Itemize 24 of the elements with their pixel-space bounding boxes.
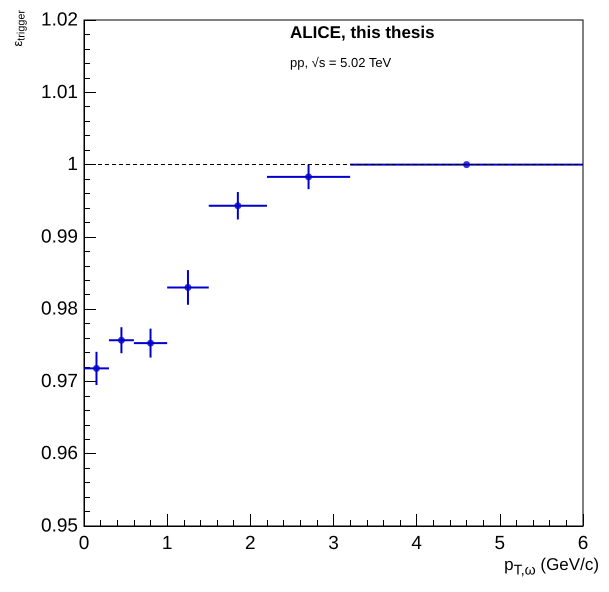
point bbox=[305, 173, 312, 180]
y-tick-label: 1.02 bbox=[41, 10, 78, 30]
annotation: pp, √s = 5.02 TeV bbox=[290, 55, 392, 70]
x-tick-label: 0 bbox=[78, 533, 90, 554]
x-tick-label: 5 bbox=[494, 533, 506, 554]
y-tick-label: 1.01 bbox=[41, 82, 78, 103]
x-tick-label: 2 bbox=[245, 533, 256, 554]
y-tick-label: 0.99 bbox=[41, 226, 78, 248]
point bbox=[92, 364, 100, 372]
point bbox=[184, 284, 192, 291]
y-tick-label: 0.96 bbox=[41, 443, 78, 464]
y-tick-label: 0.97 bbox=[41, 370, 78, 392]
y-tick-label: 0.98 bbox=[41, 298, 78, 320]
y-tick-label: 1 bbox=[67, 154, 78, 176]
point bbox=[234, 202, 242, 210]
annotation: ALICE, this thesis bbox=[290, 23, 435, 42]
x-axis-title: p$_{T,ω}$ (GeV/c) bbox=[504, 555, 599, 580]
x-tick-label: 1 bbox=[162, 533, 172, 554]
y-tick-label: 0.95 bbox=[41, 516, 78, 536]
point bbox=[147, 340, 154, 347]
x-tick-label: 4 bbox=[411, 533, 422, 554]
x-tick-label: 3 bbox=[328, 533, 339, 554]
x-tick-label: 6 bbox=[578, 533, 588, 554]
point bbox=[118, 336, 125, 344]
